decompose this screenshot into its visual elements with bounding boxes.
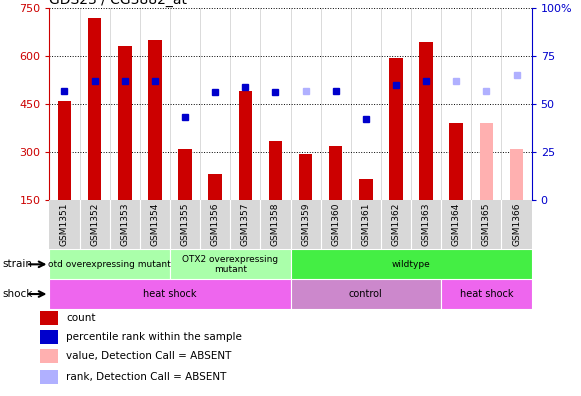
Text: shock: shock [3, 289, 33, 299]
Bar [450, 123, 463, 200]
Bar [299, 154, 313, 200]
Bar [118, 46, 131, 200]
Bar [148, 40, 162, 200]
Bar [329, 146, 342, 200]
Text: GSM1354: GSM1354 [150, 202, 159, 246]
Text: GSM1364: GSM1364 [452, 202, 461, 246]
Text: GSM1353: GSM1353 [120, 202, 129, 246]
Text: GSM1355: GSM1355 [181, 202, 189, 246]
Text: value, Detection Call = ABSENT: value, Detection Call = ABSENT [66, 351, 232, 361]
Bar [49, 249, 170, 279]
Text: GDS23 / CG3882_at: GDS23 / CG3882_at [49, 0, 188, 7]
Bar [58, 101, 71, 200]
Bar [178, 149, 192, 200]
Bar [88, 17, 101, 200]
Text: count: count [66, 312, 96, 323]
Bar [268, 141, 282, 200]
Text: GSM1366: GSM1366 [512, 202, 521, 246]
Text: GSM1352: GSM1352 [90, 202, 99, 246]
Bar [49, 200, 532, 249]
Text: GSM1359: GSM1359 [301, 202, 310, 246]
Bar [239, 91, 252, 200]
Text: GSM1360: GSM1360 [331, 202, 340, 246]
Text: GSM1357: GSM1357 [241, 202, 250, 246]
Text: heat shock: heat shock [143, 289, 197, 299]
Text: rank, Detection Call = ABSENT: rank, Detection Call = ABSENT [66, 372, 227, 382]
Text: heat shock: heat shock [460, 289, 513, 299]
Text: GSM1365: GSM1365 [482, 202, 491, 246]
Bar [359, 179, 372, 200]
Text: GSM1356: GSM1356 [211, 202, 220, 246]
Bar [40, 330, 59, 344]
Bar [49, 279, 290, 309]
Bar [40, 370, 59, 384]
Bar [209, 174, 222, 200]
Bar [40, 349, 59, 363]
Bar [510, 149, 523, 200]
Text: GSM1362: GSM1362 [392, 202, 400, 246]
Text: GSM1351: GSM1351 [60, 202, 69, 246]
Bar [441, 279, 532, 309]
Text: otd overexpressing mutant: otd overexpressing mutant [48, 260, 171, 269]
Bar [419, 42, 433, 200]
Text: GSM1361: GSM1361 [361, 202, 370, 246]
Bar [389, 57, 403, 200]
Bar [40, 310, 59, 325]
Text: OTX2 overexpressing
mutant: OTX2 overexpressing mutant [182, 255, 278, 274]
Bar [290, 249, 532, 279]
Bar [290, 279, 441, 309]
Bar [170, 249, 290, 279]
Text: strain: strain [3, 259, 33, 269]
Text: GSM1358: GSM1358 [271, 202, 280, 246]
Bar [480, 123, 493, 200]
Text: control: control [349, 289, 383, 299]
Text: percentile rank within the sample: percentile rank within the sample [66, 332, 242, 342]
Text: GSM1363: GSM1363 [422, 202, 431, 246]
Text: wildtype: wildtype [392, 260, 431, 269]
